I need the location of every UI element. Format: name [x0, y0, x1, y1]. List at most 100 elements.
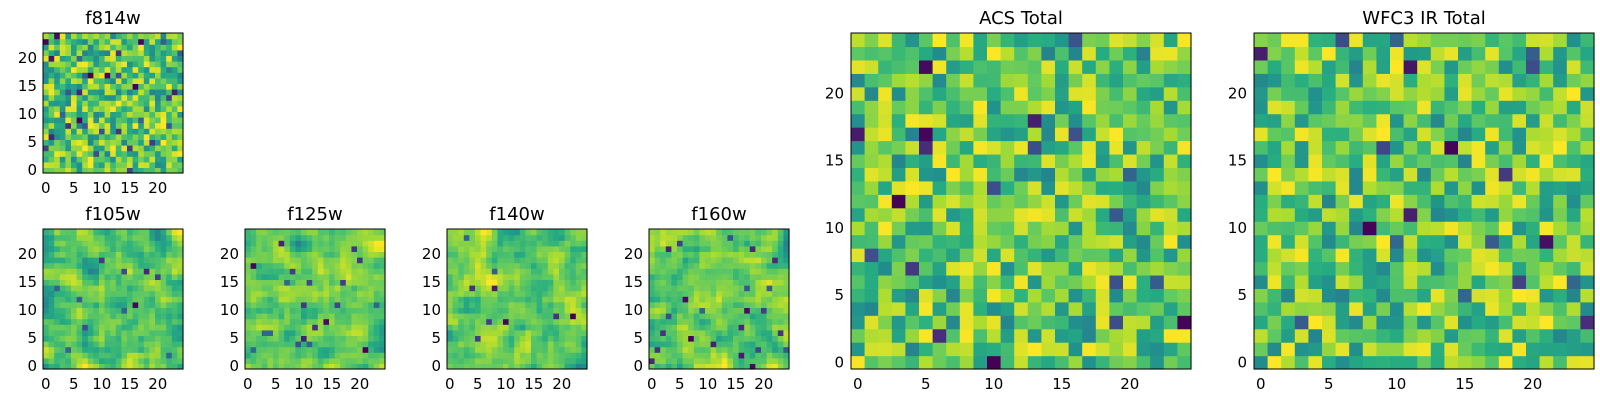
- heatmap-cell: [458, 346, 465, 353]
- heatmap-cell: [1123, 73, 1138, 88]
- heatmap-cell: [575, 234, 582, 241]
- heatmap-cell: [110, 234, 117, 241]
- heatmap-cell: [1403, 207, 1418, 222]
- heatmap-cell: [65, 94, 72, 101]
- heatmap-cell: [43, 49, 50, 56]
- heatmap-cell: [1390, 328, 1405, 343]
- heatmap-cell: [71, 268, 78, 275]
- heatmap-cell: [665, 262, 672, 269]
- heatmap-cell: [104, 262, 111, 269]
- heatmap-cell: [447, 301, 454, 308]
- heatmap-cell: [267, 279, 274, 286]
- heatmap-cell: [1335, 140, 1350, 155]
- heatmap-cell: [1349, 167, 1364, 182]
- heatmap-cell: [946, 59, 961, 74]
- heatmap-cell: [987, 328, 1002, 343]
- heatmap-cell: [519, 229, 526, 236]
- panel-acs-total: ACS Total 0 5 10 15 20 0 5 10 15 20: [825, 8, 1192, 393]
- heatmap-cell: [581, 363, 588, 370]
- heatmap-cell: [772, 318, 779, 325]
- heatmap-cell: [54, 357, 61, 364]
- heatmap-cell: [475, 229, 482, 236]
- heatmap-cell: [525, 363, 532, 370]
- heatmap-cell: [104, 251, 111, 258]
- heatmap-cell: [155, 72, 162, 79]
- heatmap-cell: [1000, 46, 1015, 61]
- heatmap-cell: [368, 240, 375, 247]
- heatmap-cell: [1444, 46, 1459, 61]
- heatmap-cell: [503, 307, 510, 314]
- heatmap-cell: [177, 357, 184, 364]
- heatmap-cell: [121, 313, 128, 320]
- heatmap-cell: [312, 329, 319, 336]
- heatmap-cell: [132, 296, 139, 303]
- heatmap-cell: [345, 257, 352, 264]
- heatmap-cell: [469, 301, 476, 308]
- heatmap-cell: [1335, 113, 1350, 128]
- heatmap-cell: [104, 346, 111, 353]
- heatmap-cell: [317, 296, 324, 303]
- heatmap-cell: [1281, 261, 1296, 276]
- heatmap-cell: [542, 251, 549, 258]
- heatmap-cell: [295, 279, 302, 286]
- heatmap-cell: [891, 207, 906, 222]
- heatmap-cell: [323, 296, 330, 303]
- heatmap-cell: [295, 324, 302, 331]
- heatmap-cell: [1498, 261, 1513, 276]
- heatmap-cell: [171, 296, 178, 303]
- heatmap-cell: [245, 341, 252, 348]
- heatmap-cell: [65, 318, 72, 325]
- heatmap-cell: [744, 268, 751, 275]
- heatmap-cell: [132, 150, 139, 157]
- heatmap-cell: [1362, 86, 1377, 101]
- heatmap-cell: [379, 313, 386, 320]
- heatmap-cell: [121, 279, 128, 286]
- heatmap-cell: [1027, 207, 1042, 222]
- heatmap-cell: [749, 313, 756, 320]
- heatmap-cell: [121, 89, 128, 96]
- heatmap-cell: [705, 229, 712, 236]
- heatmap-cell: [514, 240, 521, 247]
- heatmap-cell: [1512, 261, 1527, 276]
- heatmap-cell: [1349, 221, 1364, 236]
- heatmap-cell: [138, 150, 145, 157]
- heatmap-cell: [323, 357, 330, 364]
- heatmap-cell: [143, 105, 150, 112]
- heatmap-cell: [1322, 248, 1337, 263]
- heatmap-cell: [1123, 301, 1138, 316]
- heatmap-cell: [76, 296, 83, 303]
- heatmap-cell: [1014, 207, 1029, 222]
- heatmap-cell: [1136, 100, 1151, 115]
- heatmap-cell: [65, 363, 72, 370]
- heatmap-cell: [987, 167, 1002, 182]
- heatmap-cell: [671, 357, 678, 364]
- heatmap-cell: [340, 352, 347, 359]
- heatmap-cell: [345, 285, 352, 292]
- heatmap-cell: [447, 290, 454, 297]
- heatmap-cell: [463, 234, 470, 241]
- heatmap-cell: [503, 285, 510, 292]
- heatmap-cell: [273, 234, 280, 241]
- heatmap-cell: [43, 329, 50, 336]
- heatmap-cell: [65, 296, 72, 303]
- heatmap-cell: [665, 307, 672, 314]
- heatmap-cell: [749, 301, 756, 308]
- heatmap-cell: [486, 251, 493, 258]
- heatmap-cell: [127, 145, 134, 152]
- heatmap-cell: [1430, 301, 1445, 316]
- heatmap-cell: [295, 313, 302, 320]
- heatmap-cell: [575, 240, 582, 247]
- heatmap-cell: [705, 313, 712, 320]
- heatmap-cell: [1430, 46, 1445, 61]
- heatmap-cell: [1095, 153, 1110, 168]
- heatmap-cell: [323, 257, 330, 264]
- heatmap-cell: [1267, 315, 1282, 330]
- heatmap-cell: [777, 273, 784, 280]
- heatmap-cell: [1417, 315, 1432, 330]
- heatmap-cell: [1000, 328, 1015, 343]
- panel-title: ACS Total: [979, 8, 1063, 29]
- heatmap-cell: [1095, 46, 1110, 61]
- heatmap-cell: [99, 33, 106, 40]
- heatmap-cell: [564, 352, 571, 359]
